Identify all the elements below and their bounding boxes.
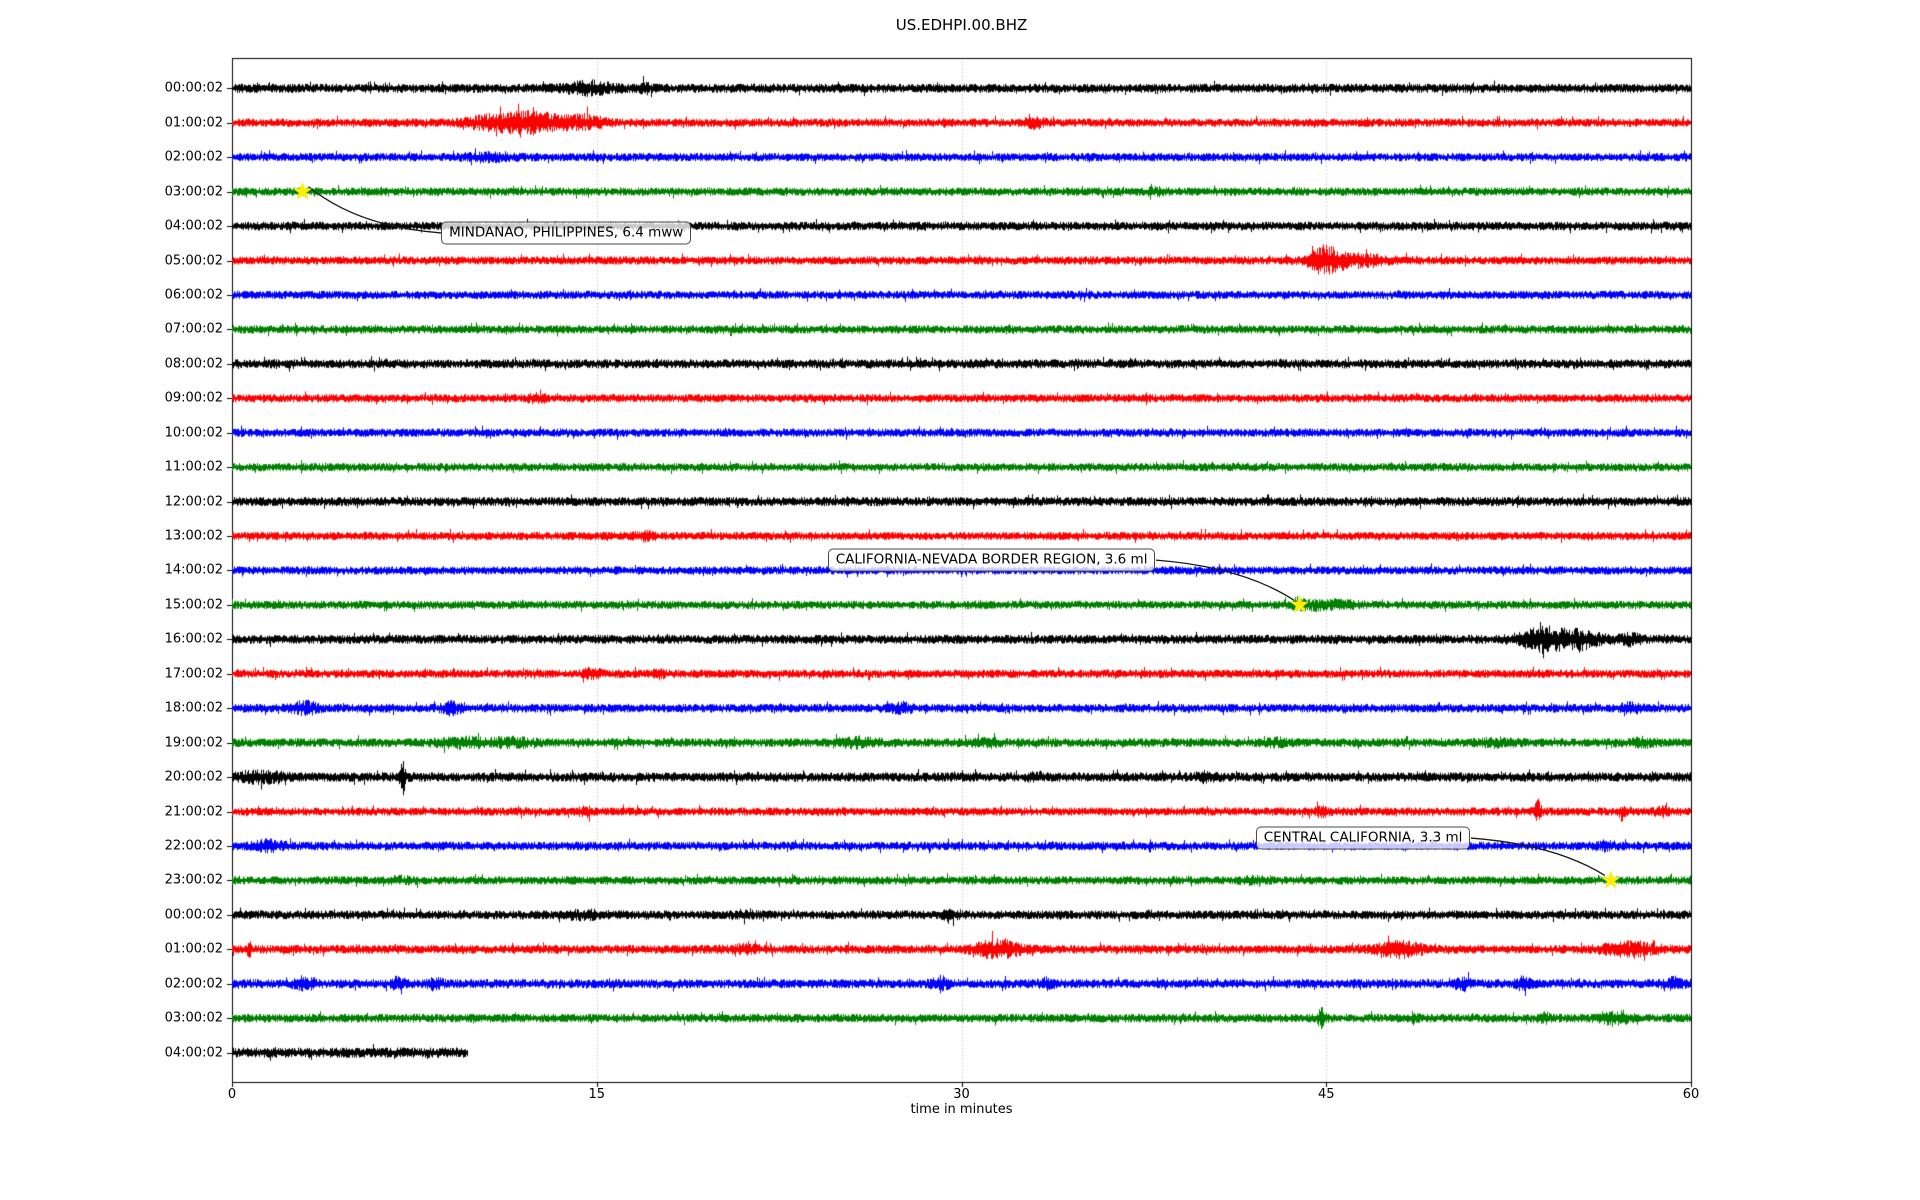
row-label: 21:00:02 xyxy=(164,804,223,820)
chart-title: US.EDHPI.00.BHZ xyxy=(895,16,1028,34)
row-label: 01:00:02 xyxy=(164,941,223,957)
row-label: 07:00:02 xyxy=(164,321,223,337)
x-tick-label: 0 xyxy=(227,1087,237,1102)
row-label: 11:00:02 xyxy=(164,459,223,475)
row-label: 15:00:02 xyxy=(164,597,223,613)
x-tick-label: 45 xyxy=(1317,1087,1335,1102)
x-tick-label: 60 xyxy=(1682,1087,1700,1102)
row-label: 20:00:02 xyxy=(164,769,223,785)
row-label: 23:00:02 xyxy=(164,872,223,888)
row-label: 12:00:02 xyxy=(164,494,223,510)
x-axis-label: time in minutes xyxy=(910,1102,1013,1117)
event-annotation: CENTRAL CALIFORNIA, 3.3 ml xyxy=(1255,826,1471,850)
event-annotation: CALIFORNIA-NEVADA BORDER REGION, 3.6 ml xyxy=(827,548,1156,572)
row-label: 22:00:02 xyxy=(164,838,223,854)
row-label: 02:00:02 xyxy=(164,976,223,992)
row-label: 00:00:02 xyxy=(164,80,223,96)
row-label: 00:00:02 xyxy=(164,907,223,923)
row-label: 03:00:02 xyxy=(164,184,223,200)
row-label: 17:00:02 xyxy=(164,666,223,682)
row-label: 18:00:02 xyxy=(164,700,223,716)
x-tick-label: 30 xyxy=(953,1087,970,1102)
row-label: 02:00:02 xyxy=(164,149,223,165)
row-label: 13:00:02 xyxy=(164,528,223,544)
row-label: 04:00:02 xyxy=(164,1045,223,1061)
row-label: 08:00:02 xyxy=(164,356,223,372)
row-label: 01:00:02 xyxy=(164,115,223,131)
row-label: 14:00:02 xyxy=(164,562,223,578)
row-label: 10:00:02 xyxy=(164,425,223,441)
row-label: 06:00:02 xyxy=(164,287,223,303)
row-label: 19:00:02 xyxy=(164,735,223,751)
event-annotation: MINDANAO, PHILIPPINES, 6.4 mww xyxy=(441,221,692,245)
x-tick-label: 15 xyxy=(588,1087,606,1102)
row-label: 16:00:02 xyxy=(164,631,223,647)
row-label: 09:00:02 xyxy=(164,390,223,406)
row-label: 03:00:02 xyxy=(164,1010,223,1026)
row-label: 05:00:02 xyxy=(164,253,223,268)
row-label: 04:00:02 xyxy=(164,218,223,234)
